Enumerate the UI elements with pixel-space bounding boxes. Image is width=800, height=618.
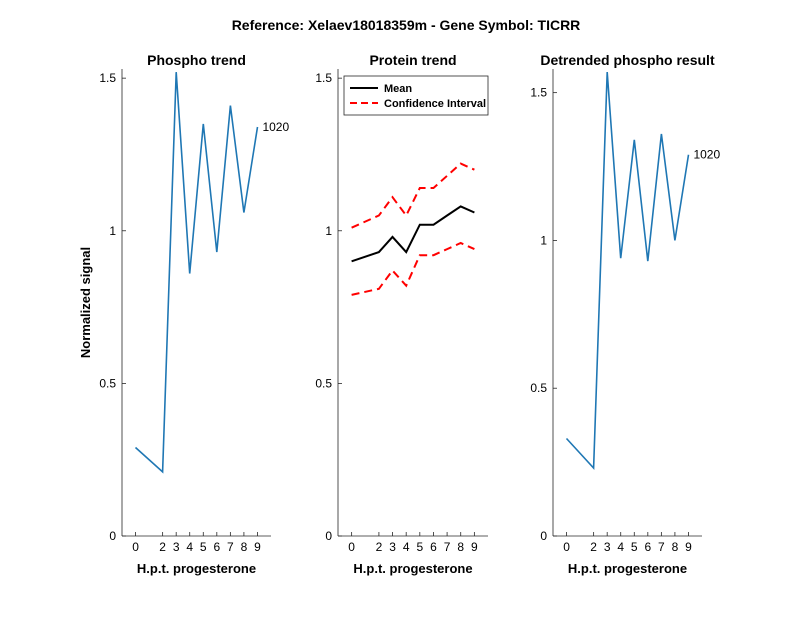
x-tick-label: 3 [389, 540, 396, 554]
y-tick-label: 1.5 [315, 71, 332, 85]
x-tick-label: 3 [604, 540, 611, 554]
x-tick-label: 7 [227, 540, 234, 554]
y-axis-label: Normalized signal [78, 247, 93, 358]
series-line-1 [565, 71, 690, 470]
x-tick-label: 9 [685, 540, 692, 554]
panel-title: Detrended phospho result [540, 52, 715, 68]
x-tick-label: 0 [348, 540, 355, 554]
x-tick-label: 2 [159, 540, 166, 554]
x-tick-label: 5 [200, 540, 207, 554]
series-line-3 [351, 241, 475, 296]
legend-entry-label: Confidence Interval [384, 98, 486, 110]
y-tick-label: 1 [325, 224, 332, 238]
y-tick-label: 0 [109, 529, 116, 543]
y-tick-label: 0 [540, 529, 547, 543]
y-tick-label: 1.5 [99, 71, 116, 85]
series-line-1 [351, 205, 475, 263]
x-tick-label: 9 [471, 540, 478, 554]
series-line-1 [134, 72, 259, 474]
x-tick-label: 8 [241, 540, 248, 554]
x-tick-label: 7 [658, 540, 665, 554]
x-tick-label: 9 [254, 540, 261, 554]
x-axis-label: H.p.t. progesterone [353, 561, 472, 576]
y-tick-label: 0.5 [530, 381, 547, 395]
y-tick-label: 1 [540, 233, 547, 247]
panel-title: Protein trend [369, 52, 456, 68]
y-tick-label: 0.5 [315, 376, 332, 390]
panel-title: Phospho trend [147, 52, 246, 68]
x-tick-label: 0 [563, 540, 570, 554]
series-line-2 [351, 162, 475, 229]
x-axis-label: H.p.t. progesterone [137, 561, 256, 576]
end-point-annotation: 1020 [262, 120, 289, 134]
legend-entry-label: Mean [384, 83, 412, 95]
legend-box [343, 75, 489, 116]
y-tick-label: 1.5 [530, 86, 547, 100]
x-tick-label: 6 [213, 540, 220, 554]
x-tick-label: 6 [430, 540, 437, 554]
panel-2: Protein trend 0 0.5 1 1.5 0 2 3 4 5 6 7 8 9 H.p.t. pro… [315, 52, 489, 576]
x-tick-label: 5 [631, 540, 638, 554]
figure-suptitle: Reference: Xelaev18018359m - Gene Symbol… [232, 17, 581, 33]
x-tick-label: 4 [186, 540, 193, 554]
x-tick-label: 7 [444, 540, 451, 554]
x-tick-label: 3 [173, 540, 180, 554]
x-tick-label: 2 [590, 540, 597, 554]
y-tick-label: 0 [325, 529, 332, 543]
x-axis-label: H.p.t. progesterone [568, 561, 687, 576]
x-tick-label: 4 [403, 540, 410, 554]
end-point-annotation: 1020 [693, 148, 720, 162]
panel-1: Phospho trend 0 0.5 1 1.5 0 2 3 4 5 6 7 8 9 H.p.t. pro… [78, 52, 289, 576]
y-tick-label: 1 [109, 224, 116, 238]
x-tick-label: 6 [644, 540, 651, 554]
x-tick-label: 2 [376, 540, 383, 554]
panel-3: Detrended phospho result 0 0.5 1 1.5 0 2 3 4 5 6 7 8… [530, 52, 720, 576]
x-tick-label: 0 [132, 540, 139, 554]
x-tick-label: 8 [457, 540, 464, 554]
x-tick-label: 5 [416, 540, 423, 554]
x-tick-label: 8 [672, 540, 679, 554]
x-tick-label: 4 [617, 540, 624, 554]
legend: Mean Confidence Interval [343, 75, 489, 116]
y-tick-label: 0.5 [99, 376, 116, 390]
